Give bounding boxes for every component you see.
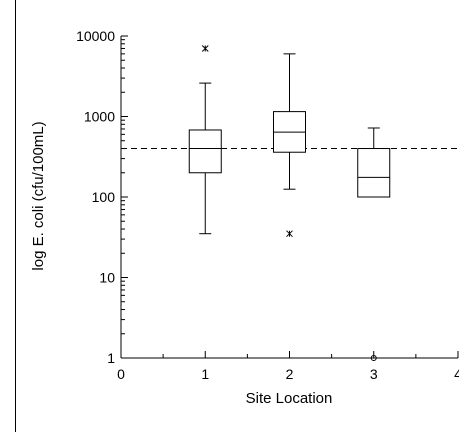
x-tick-label: 2 [286,366,294,382]
y-tick-label: 1 [107,350,115,366]
outlier-circle [370,355,377,361]
box-iqr [188,129,222,174]
x-tick-label: 1 [201,366,209,382]
y-tick-label: 100 [92,189,116,205]
boxes-group [188,45,391,361]
y-tick-label: 10000 [76,28,115,44]
box-site-2 [273,53,306,238]
left-border-line [15,0,16,432]
box-iqr [357,148,391,198]
x-tick-label: 4 [454,366,459,382]
outlier-asterisk [201,45,209,52]
y-tick-label: 10 [99,270,115,286]
box-site-1 [188,45,222,235]
x-tick-label: 0 [117,366,125,382]
box-site-3 [357,127,391,361]
y-axis-title: log E. coli (cfu/100mL) [30,121,47,270]
y-tick-label: 1000 [84,109,115,125]
x-axis-title: Site Location [246,390,333,407]
outlier-asterisk [286,230,293,238]
x-tick-label: 3 [370,366,378,382]
